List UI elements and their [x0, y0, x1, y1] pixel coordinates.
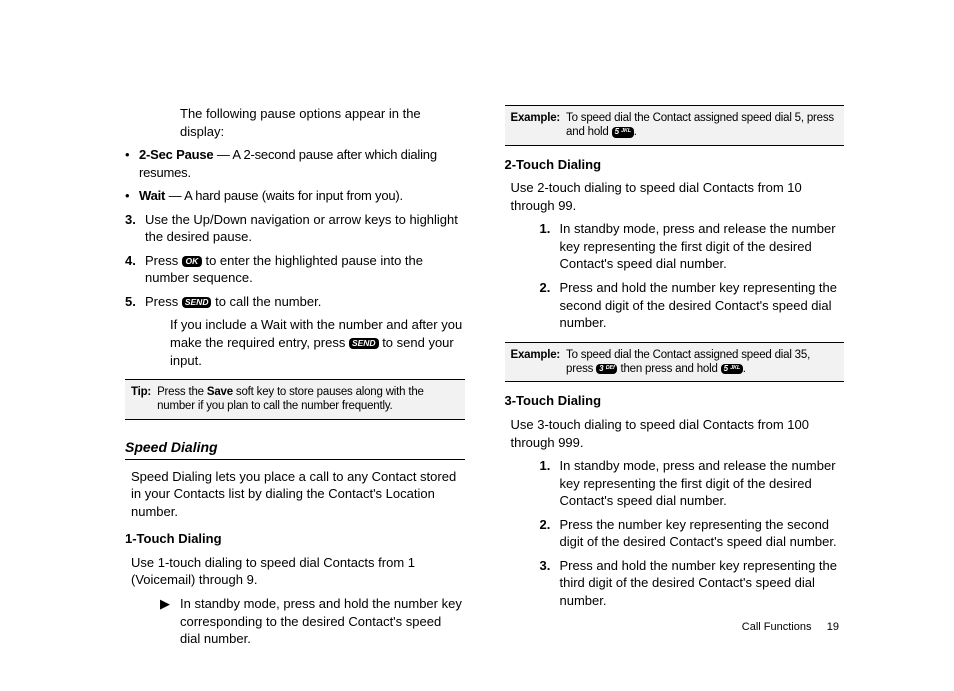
five-key-icon: 5 ᴶᴷᴸ: [612, 127, 634, 138]
ok-key-icon: OK: [182, 256, 202, 267]
section-name: Call Functions: [742, 621, 812, 633]
step-number: 3.: [125, 211, 145, 246]
wait-rest: — A hard pause (waits for input from you…: [165, 188, 403, 203]
bullet-text: 2-Sec Pause — A 2-second pause after whi…: [139, 146, 465, 181]
step4-pre: Press: [145, 253, 182, 268]
tip-body: Press the Save soft key to store pauses …: [157, 385, 458, 414]
three-touch-step-3: 3. Press and hold the number key represe…: [540, 557, 845, 610]
step-number: 1.: [540, 220, 560, 273]
three-touch-heading: 3-Touch Dialing: [505, 392, 845, 410]
bullet-icon: •: [125, 146, 139, 181]
step-text: Use the Up/Down navigation or arrow keys…: [145, 211, 465, 246]
three-touch-desc: Use 3-touch dialing to speed dial Contac…: [511, 416, 845, 451]
step-number: 1.: [540, 457, 560, 510]
tip-pre: Press the: [157, 386, 207, 398]
ex2-mid: then press and hold: [617, 363, 720, 375]
page-footer: Call Functions 19: [742, 621, 839, 633]
send-key-icon: SEND: [182, 297, 212, 308]
step5-post: to call the number.: [211, 294, 321, 309]
bullet-text: Wait — A hard pause (waits for input fro…: [139, 187, 465, 205]
two-touch-desc: Use 2-touch dialing to speed dial Contac…: [511, 179, 845, 214]
example-body: To speed dial the Contact assigned speed…: [566, 111, 838, 140]
right-column: Example: To speed dial the Contact assig…: [505, 105, 845, 654]
step-3: 3. Use the Up/Down navigation or arrow k…: [125, 211, 465, 246]
step-text: In standby mode, press and hold the numb…: [180, 595, 465, 648]
two-touch-step-1: 1. In standby mode, press and release th…: [540, 220, 845, 273]
two-touch-step-2: 2. Press and hold the number key represe…: [540, 279, 845, 332]
two-column-layout: The following pause options appear in th…: [0, 0, 954, 654]
left-column: The following pause options appear in th…: [125, 105, 465, 654]
example-label: Example:: [511, 111, 567, 140]
ex2-post: .: [743, 363, 746, 375]
three-touch-step-2: 2. Press the number key representing the…: [540, 516, 845, 551]
five-key-icon: 5 ᴶᴷᴸ: [721, 364, 743, 375]
step-text: Press SEND to call the number.: [145, 293, 465, 311]
tip-save-word: Save: [207, 386, 233, 398]
step-text: Press the number key representing the se…: [560, 516, 845, 551]
arrow-icon: ▶: [160, 595, 180, 648]
ex1-post: .: [634, 126, 637, 138]
step-number: 3.: [540, 557, 560, 610]
pause-label: 2-Sec Pause: [139, 147, 213, 162]
bullet-2sec-pause: • 2-Sec Pause — A 2-second pause after w…: [125, 146, 465, 181]
one-touch-step: ▶ In standby mode, press and hold the nu…: [160, 595, 465, 648]
tip-label: Tip:: [131, 385, 157, 414]
pause-intro: The following pause options appear in th…: [180, 105, 465, 140]
step5-pre: Press: [145, 294, 182, 309]
manual-page: The following pause options appear in th…: [0, 0, 954, 691]
three-touch-step-1: 1. In standby mode, press and release th…: [540, 457, 845, 510]
example-body: To speed dial the Contact assigned speed…: [566, 348, 838, 377]
step-5: 5. Press SEND to call the number.: [125, 293, 465, 311]
wait-label: Wait: [139, 188, 165, 203]
example-box-1: Example: To speed dial the Contact assig…: [505, 105, 845, 146]
step-4: 4. Press OK to enter the highlighted pau…: [125, 252, 465, 287]
step-number: 2.: [540, 516, 560, 551]
ex1-pre: To speed dial the Contact assigned speed…: [566, 112, 834, 138]
step-text: Press and hold the number key representi…: [560, 557, 845, 610]
step-text: Press and hold the number key representi…: [560, 279, 845, 332]
step-text: Press OK to enter the highlighted pause …: [145, 252, 465, 287]
step-number: 4.: [125, 252, 145, 287]
step-text: In standby mode, press and release the n…: [560, 457, 845, 510]
bullet-wait: • Wait — A hard pause (waits for input f…: [125, 187, 465, 205]
step-text: In standby mode, press and release the n…: [560, 220, 845, 273]
speed-dialing-desc: Speed Dialing lets you place a call to a…: [131, 468, 465, 521]
one-touch-heading: 1-Touch Dialing: [125, 530, 465, 548]
example-box-2: Example: To speed dial the Contact assig…: [505, 342, 845, 383]
tip-box: Tip: Press the Save soft key to store pa…: [125, 379, 465, 420]
page-number: 19: [827, 621, 839, 633]
one-touch-desc: Use 1-touch dialing to speed dial Contac…: [131, 554, 465, 589]
wait-note: If you include a Wait with the number an…: [170, 316, 465, 369]
two-touch-heading: 2-Touch Dialing: [505, 156, 845, 174]
three-key-icon: 3 ᴰᴱᶠ: [596, 364, 617, 375]
speed-dialing-heading: Speed Dialing: [125, 438, 465, 460]
send-key-icon: SEND: [349, 338, 379, 349]
step-number: 2.: [540, 279, 560, 332]
step-number: 5.: [125, 293, 145, 311]
bullet-icon: •: [125, 187, 139, 205]
example-label: Example:: [511, 348, 567, 377]
